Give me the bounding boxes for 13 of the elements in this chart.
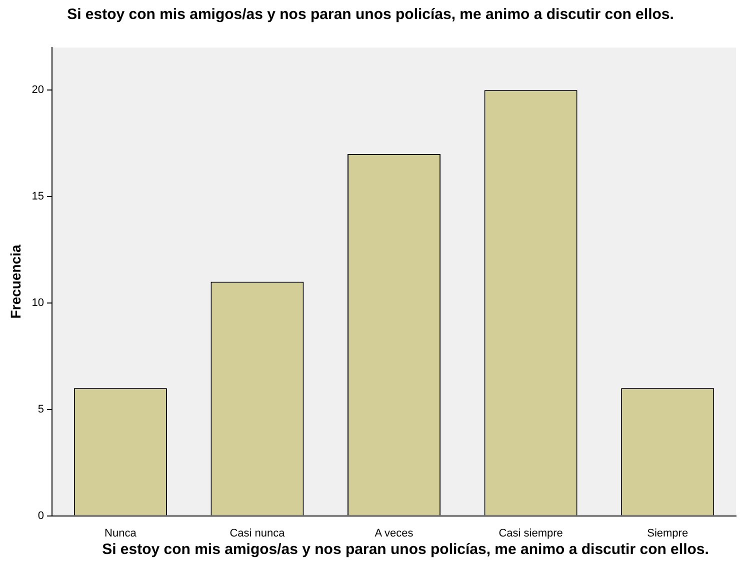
x-tick-label: Nunca <box>104 527 138 540</box>
y-tick-label: 5 <box>38 403 44 416</box>
y-tick-label: 0 <box>38 510 44 522</box>
x-tick-label: Casi nunca <box>230 527 286 540</box>
x-tick-label: A veces <box>374 527 414 540</box>
y-tick-label: 10 <box>32 297 44 310</box>
x-axis-title: Si estoy con mis amigos/as y nos paran unos policías, me animo a discutir con ellos. <box>101 541 710 558</box>
chart-title: Si estoy con mis amigos/as y nos paran unos policías, me animo a discutir con ellos. <box>66 5 675 25</box>
y-tick-label: 15 <box>32 190 44 203</box>
y-axis-title: Frecuencia <box>7 244 24 319</box>
y-tick-label: 20 <box>32 84 44 96</box>
x-tick-label: Siempre <box>647 527 688 540</box>
x-tick-label: Casi siempre <box>498 527 563 540</box>
